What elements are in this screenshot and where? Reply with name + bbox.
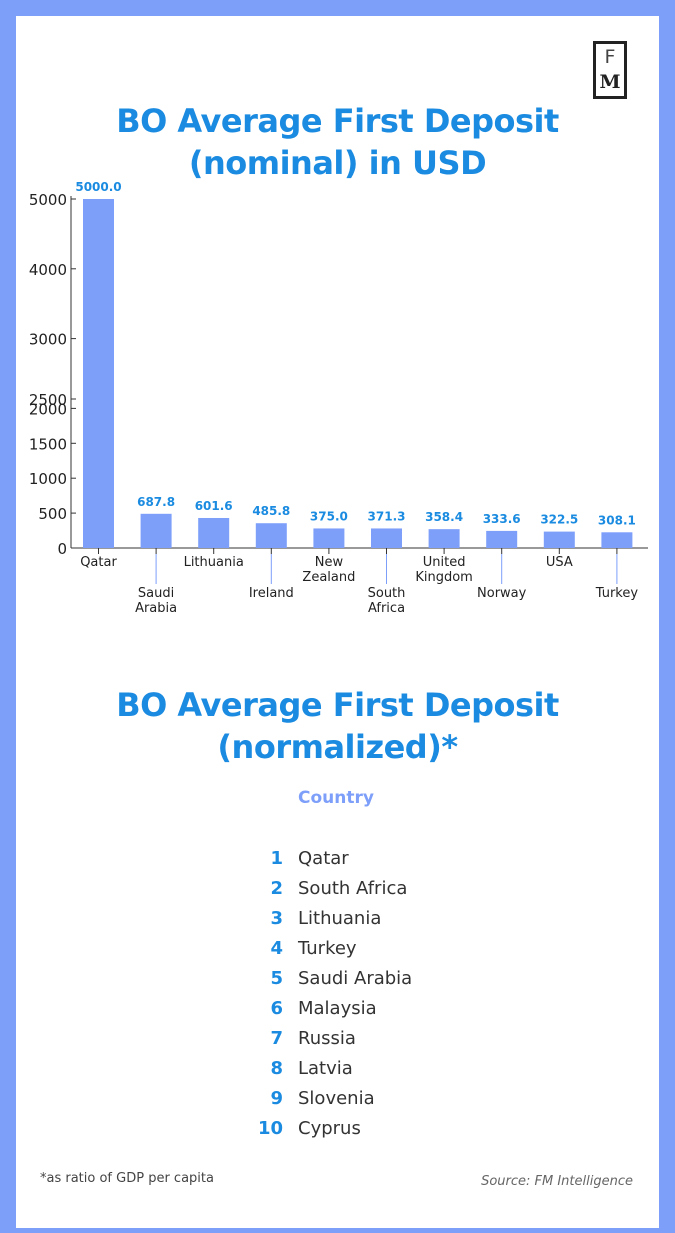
x-tick-label: United [423,555,466,570]
y-tick-label: 2000 [29,400,67,418]
x-tick-label: Lithuania [184,555,244,570]
infographic-card [16,16,659,1228]
ranking-title: BO Average First Deposit (normalized)* [0,684,675,768]
country-name: Slovenia [298,1088,375,1109]
rank-number: 8 [270,1058,283,1079]
ranking-title-line-1: BO Average First Deposit [116,686,559,724]
y-tick-label: 1500 [29,435,67,453]
data-label: 371.3 [368,509,406,523]
data-label: 322.5 [540,513,578,527]
bar-qatar [83,199,114,548]
x-tick-label: Africa [368,601,405,616]
y-tick-label: 5000 [29,191,67,209]
bar-norway [486,530,518,548]
source-credit: Source: FM Intelligence [481,1174,633,1189]
country-name: South Africa [298,878,408,899]
rank-number: 4 [270,938,283,959]
country-name: Latvia [298,1058,353,1079]
x-tick-label: Turkey [595,586,639,601]
y-tick-label: 4000 [29,261,67,279]
y-tick-label: 3000 [29,331,67,349]
fm-logo: F M [593,41,627,99]
country-name: Lithuania [298,908,382,929]
x-tick-label: Norway [477,586,527,601]
y-tick-label: 2500 [29,391,67,409]
bar-south-africa [371,528,402,548]
bar-united-kingdom [428,529,460,548]
chart-title: BO Average First Deposit (nominal) in US… [0,100,675,184]
x-tick-label: USA [546,555,573,570]
x-tick-label: New [315,555,344,570]
ranking-column-header: Country [298,788,374,808]
country-name: Russia [298,1028,356,1049]
rank-number: 3 [270,908,283,929]
chart-title-line-1: BO Average First Deposit [116,102,559,140]
bar-ireland [255,523,287,548]
country-name: Qatar [298,848,349,869]
bar-new-zealand [313,528,345,548]
logo-letter-top: F [604,46,616,68]
x-tick-label: Saudi [138,586,174,601]
chart-title-line-2: (nominal) in USD [188,144,487,182]
rank-number: 1 [270,848,283,869]
x-tick-label: Kingdom [415,570,473,585]
data-label: 601.6 [195,499,233,513]
data-label: 358.4 [425,510,463,524]
country-name: Turkey [298,938,357,959]
x-tick-label: Qatar [80,555,117,570]
bar-lithuania [198,517,230,548]
data-label: 5000.0 [75,180,121,194]
rank-number: 6 [270,998,283,1019]
y-tick-label: 0 [57,540,67,558]
footnote: *as ratio of GDP per capita [40,1171,214,1186]
country-name: Malaysia [298,998,377,1019]
rank-number: 9 [270,1088,283,1109]
logo-letter-bottom: M [599,71,621,93]
rank-number: 5 [270,968,283,989]
data-label: 485.8 [252,504,290,518]
rank-number: 7 [270,1028,283,1049]
bar-saudi-arabia [140,513,172,548]
country-name: Saudi Arabia [298,968,413,989]
x-tick-label: Arabia [135,601,177,616]
data-label: 308.1 [598,513,636,527]
x-tick-label: Zealand [302,570,355,585]
rank-number: 10 [257,1118,283,1139]
country-name: Cyprus [298,1118,361,1139]
y-tick-label: 1000 [29,470,67,488]
rank-number: 2 [270,878,283,899]
bar-turkey [601,532,633,548]
bar-usa [543,531,575,548]
y-tick-label: 500 [38,505,67,523]
x-tick-label: South [368,586,406,601]
data-label: 333.6 [483,512,521,526]
ranking-title-line-2: (normalized)* [217,728,458,766]
data-label: 687.8 [137,495,175,509]
data-label: 375.0 [310,509,348,523]
x-tick-label: Ireland [249,586,294,601]
